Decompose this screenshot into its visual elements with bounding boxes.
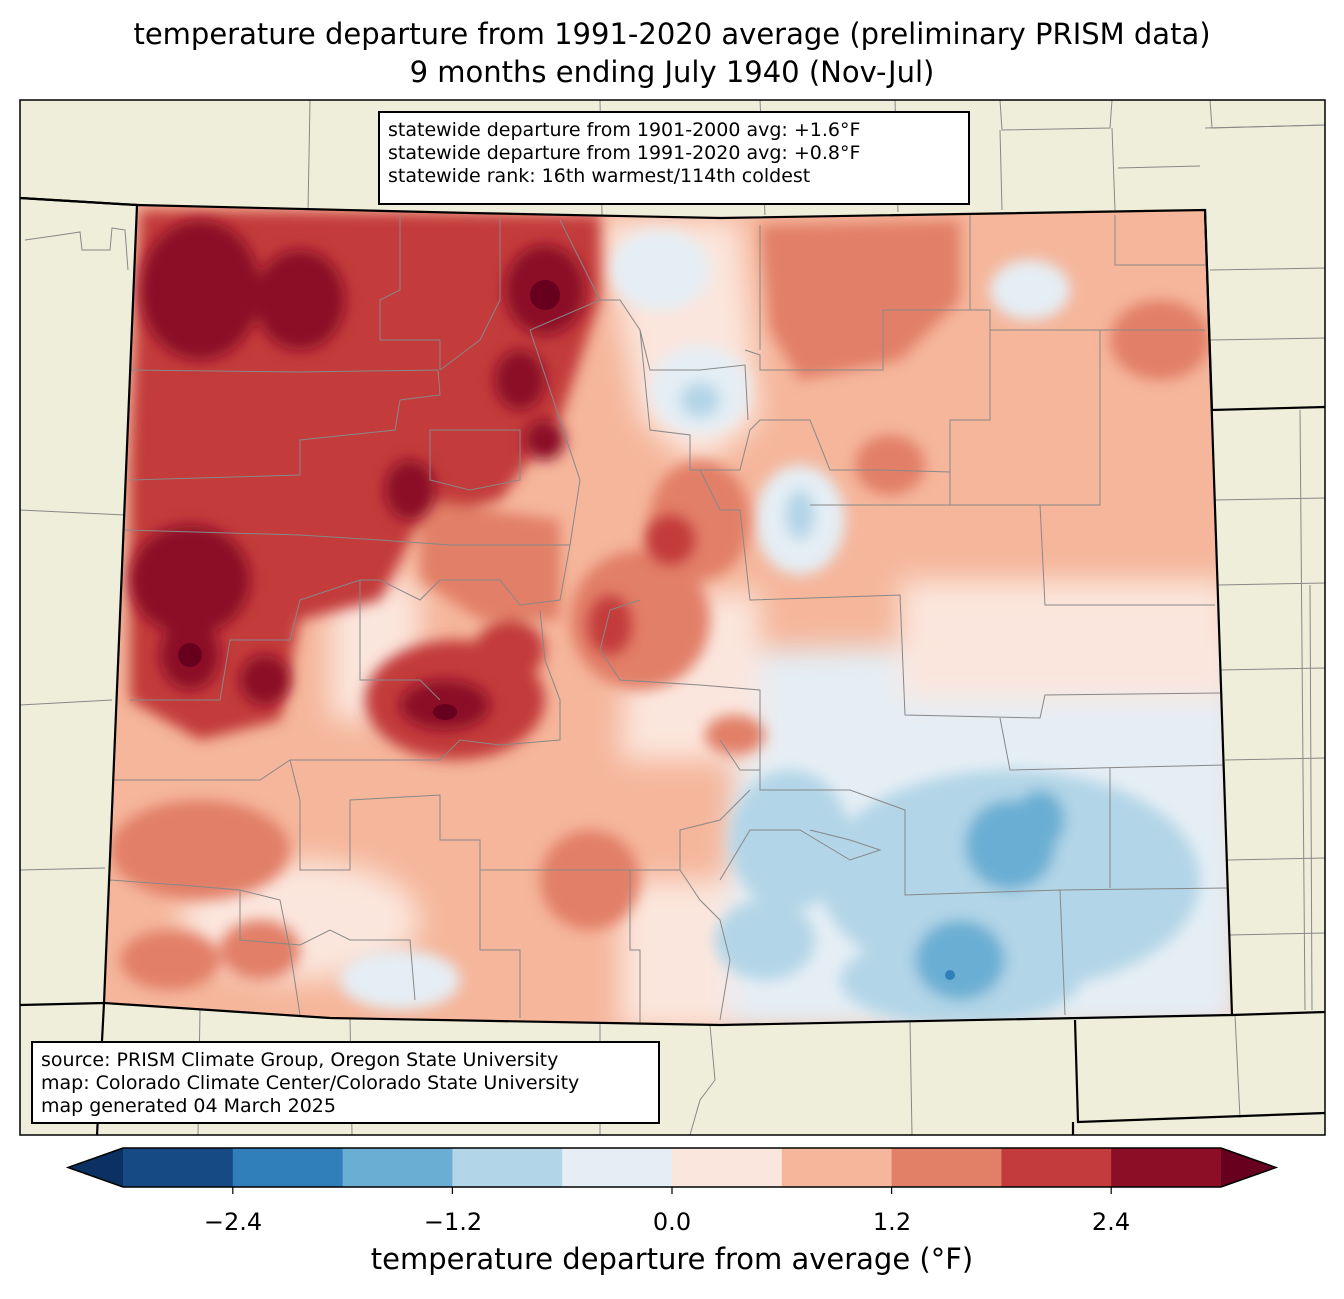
colorbar-tick-label: −1.2	[423, 1208, 483, 1236]
colorbar-tick-label: 0.0	[652, 1208, 692, 1236]
temperature-contours	[104, 205, 1232, 1025]
colorbar-bin	[1001, 1148, 1112, 1187]
map-title-line1: temperature departure from 1991-2020 ave…	[133, 17, 1211, 51]
colorbar	[65, 1147, 1279, 1194]
colorbar-bin	[232, 1148, 344, 1187]
colorbar-bin	[562, 1148, 673, 1187]
source-line1: source: PRISM Climate Group, Oregon Stat…	[41, 1049, 559, 1071]
colorbar-tick-label: 2.4	[1091, 1208, 1131, 1236]
colorbar-bin	[123, 1148, 234, 1187]
colorbar-outline	[65, 1147, 1279, 1188]
colorbar-bin	[1111, 1148, 1222, 1187]
colorado-county-lines	[109, 215, 1231, 1022]
map-frame	[19, 99, 1326, 1136]
colorbar-bin	[672, 1148, 783, 1187]
map-title-line2: 9 months ending July 1940 (Nov-Jul)	[409, 55, 935, 89]
source-box: source: PRISM Climate Group, Oregon Stat…	[31, 1041, 660, 1124]
colorbar-tick-label: 1.2	[872, 1208, 912, 1236]
colorbar-extend-high	[1221, 1148, 1276, 1187]
colorbar-bin	[342, 1148, 453, 1187]
source-line3: map generated 04 March 2025	[41, 1095, 336, 1117]
colorbar-tick-label: −2.4	[203, 1208, 263, 1236]
stats-line3: statewide rank: 16th warmest/114th colde…	[388, 165, 811, 187]
colorbar-label: temperature departure from average (°F)	[370, 1242, 974, 1276]
colorbar-bin	[452, 1148, 563, 1187]
statewide-stats-box: statewide departure from 1901-2000 avg: …	[378, 111, 970, 205]
stats-line2: statewide departure from 1991-2020 avg: …	[388, 142, 861, 164]
colorbar-extend-low	[68, 1148, 123, 1187]
source-line2: map: Colorado Climate Center/Colorado St…	[41, 1072, 580, 1094]
state-borders	[19, 196, 1326, 1136]
colorbar-bin	[891, 1148, 1002, 1187]
stats-line1: statewide departure from 1901-2000 avg: …	[388, 119, 861, 141]
colorbar-bin	[781, 1148, 893, 1187]
